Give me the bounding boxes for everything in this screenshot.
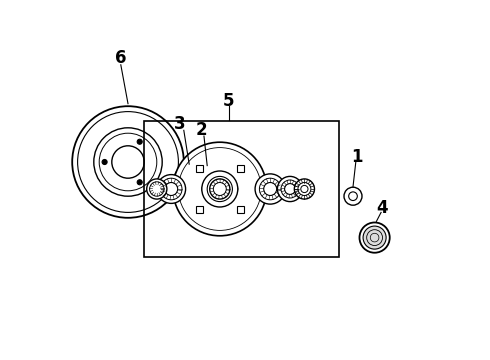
Text: 3: 3 [173,115,185,133]
Circle shape [277,176,303,202]
Circle shape [157,175,186,203]
Bar [144,121,339,257]
Circle shape [147,179,167,199]
Circle shape [137,180,142,185]
Circle shape [294,179,315,199]
Circle shape [137,139,142,144]
Text: 6: 6 [115,49,126,67]
Text: 1: 1 [351,148,363,166]
Bar [196,206,203,213]
Circle shape [202,171,238,207]
Circle shape [363,226,386,249]
Bar [237,165,244,172]
Text: 5: 5 [223,92,235,110]
Bar [196,165,203,172]
Text: 4: 4 [377,199,389,217]
Circle shape [344,187,362,205]
Circle shape [360,222,390,253]
Bar [237,206,244,213]
Circle shape [102,159,107,165]
Text: 2: 2 [196,121,207,139]
Circle shape [173,142,267,236]
Circle shape [255,174,285,204]
